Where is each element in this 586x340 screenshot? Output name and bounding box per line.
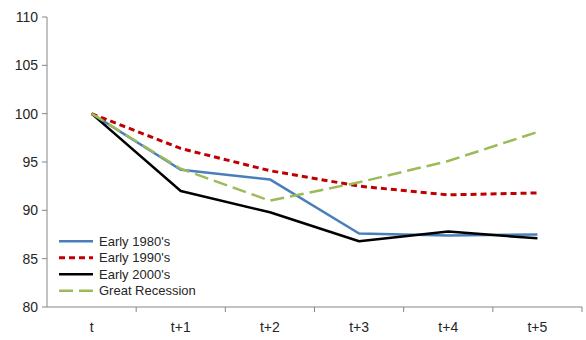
x-tick bbox=[136, 307, 137, 312]
y-tick bbox=[42, 17, 47, 18]
plot-lines bbox=[92, 114, 538, 242]
legend-label: Early 2000's bbox=[99, 267, 171, 282]
y-tick-label: 85 bbox=[22, 251, 38, 267]
x-tick-label: t+1 bbox=[171, 319, 191, 335]
y-tick bbox=[42, 210, 47, 211]
legend-swatch bbox=[59, 240, 93, 243]
y-tick-label: 90 bbox=[22, 202, 38, 218]
x-tick-label: t+5 bbox=[527, 319, 547, 335]
y-tick bbox=[42, 113, 47, 114]
legend: Early 1980'sEarly 1990's Early 2000'sGrea… bbox=[59, 234, 196, 299]
legend-label: Early 1990's bbox=[99, 250, 171, 265]
x-tick-label: t+3 bbox=[349, 319, 369, 335]
y-tick bbox=[42, 258, 47, 259]
x-tick bbox=[403, 307, 404, 312]
y-tick-label: 110 bbox=[16, 9, 39, 25]
x-tick bbox=[492, 307, 493, 312]
y-tick-label: 100 bbox=[15, 106, 39, 122]
chart-svg: 80 85 90 95 100 105 110 t t+1 t+2 t+3 t+4 t+5 Early 1… bbox=[0, 0, 586, 340]
y-tick-label: 105 bbox=[15, 57, 39, 73]
legend-swatch bbox=[59, 256, 93, 259]
series-line bbox=[92, 114, 538, 236]
series-line bbox=[92, 114, 538, 201]
legend-label: Early 1980's bbox=[99, 234, 171, 249]
legend-swatch bbox=[59, 290, 93, 293]
x-tick-label: t+2 bbox=[260, 319, 280, 335]
legend-label: Great Recession bbox=[99, 283, 196, 298]
x-tick-label: t+4 bbox=[438, 319, 458, 335]
x-tick-label: t bbox=[90, 319, 94, 335]
y-tick bbox=[42, 307, 47, 308]
x-tick bbox=[225, 307, 226, 312]
y-tick-label: 95 bbox=[22, 154, 38, 170]
y-tick bbox=[42, 65, 47, 66]
series-line bbox=[92, 114, 538, 242]
x-tick bbox=[582, 307, 583, 312]
chart-container: 80 85 90 95 100 105 110 t t+1 t+2 t+3 t+4 t+5 Early 1… bbox=[0, 0, 586, 340]
legend-swatch bbox=[59, 273, 93, 276]
x-tick bbox=[314, 307, 315, 312]
y-tick-label: 80 bbox=[22, 299, 38, 315]
y-tick bbox=[42, 162, 47, 163]
